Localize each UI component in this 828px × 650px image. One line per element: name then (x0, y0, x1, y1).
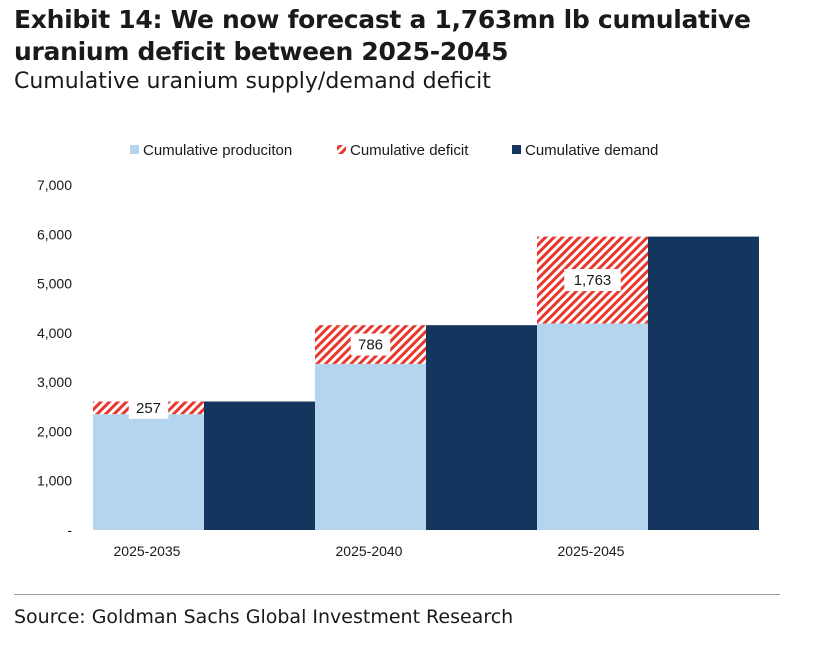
production-bar (93, 414, 204, 530)
legend-label: Cumulative produciton (143, 142, 292, 159)
bars: 257 786 1,763 (93, 236, 759, 530)
y-tick-label: 6,000 (37, 226, 72, 242)
legend-swatch (337, 145, 346, 154)
deficit-data-label: 257 (136, 400, 161, 417)
footer-divider (14, 594, 780, 595)
y-tick-label: 2,000 (37, 423, 72, 439)
chart-subtitle: Cumulative uranium supply/demand deficit (14, 69, 491, 94)
legend: Cumulative produciton Cumulative deficit C… (130, 142, 658, 159)
chart-title: Exhibit 14: We now forecast a 1,763mn lb… (14, 5, 751, 66)
y-tick-label: - (67, 522, 72, 538)
production-bar (315, 363, 426, 530)
production-bar (537, 323, 648, 530)
y-tick-label: 4,000 (37, 325, 72, 341)
demand-bar (204, 401, 315, 530)
deficit-label-box (564, 269, 621, 292)
y-axis: - 1,000 2,000 3,000 4,000 5,000 6,000 7,000 (37, 177, 72, 538)
deficit-data-label: 786 (358, 337, 383, 354)
legend-swatch (512, 145, 521, 154)
legend-label: Cumulative deficit (350, 142, 469, 159)
y-tick-label: 3,000 (37, 374, 72, 390)
x-tick-label: 2025-2040 (336, 543, 403, 559)
deficit-label-box (350, 333, 391, 356)
deficit-data-label: 1,763 (574, 272, 612, 289)
x-axis: 2025-2035 2025-2040 2025-2045 (114, 543, 625, 559)
deficit-label-box (128, 396, 169, 419)
legend-label: Cumulative demand (525, 142, 658, 159)
chart: Cumulative produciton Cumulative deficit C… (37, 142, 759, 559)
demand-bar (426, 325, 537, 530)
x-tick-label: 2025-2045 (558, 543, 625, 559)
source-note: Source: Goldman Sachs Global Investment … (14, 606, 514, 628)
y-tick-label: 1,000 (37, 473, 72, 489)
legend-swatch (130, 145, 139, 154)
y-tick-label: 5,000 (37, 276, 72, 292)
y-tick-label: 7,000 (37, 177, 72, 193)
x-tick-label: 2025-2035 (114, 543, 181, 559)
demand-bar (648, 236, 759, 530)
